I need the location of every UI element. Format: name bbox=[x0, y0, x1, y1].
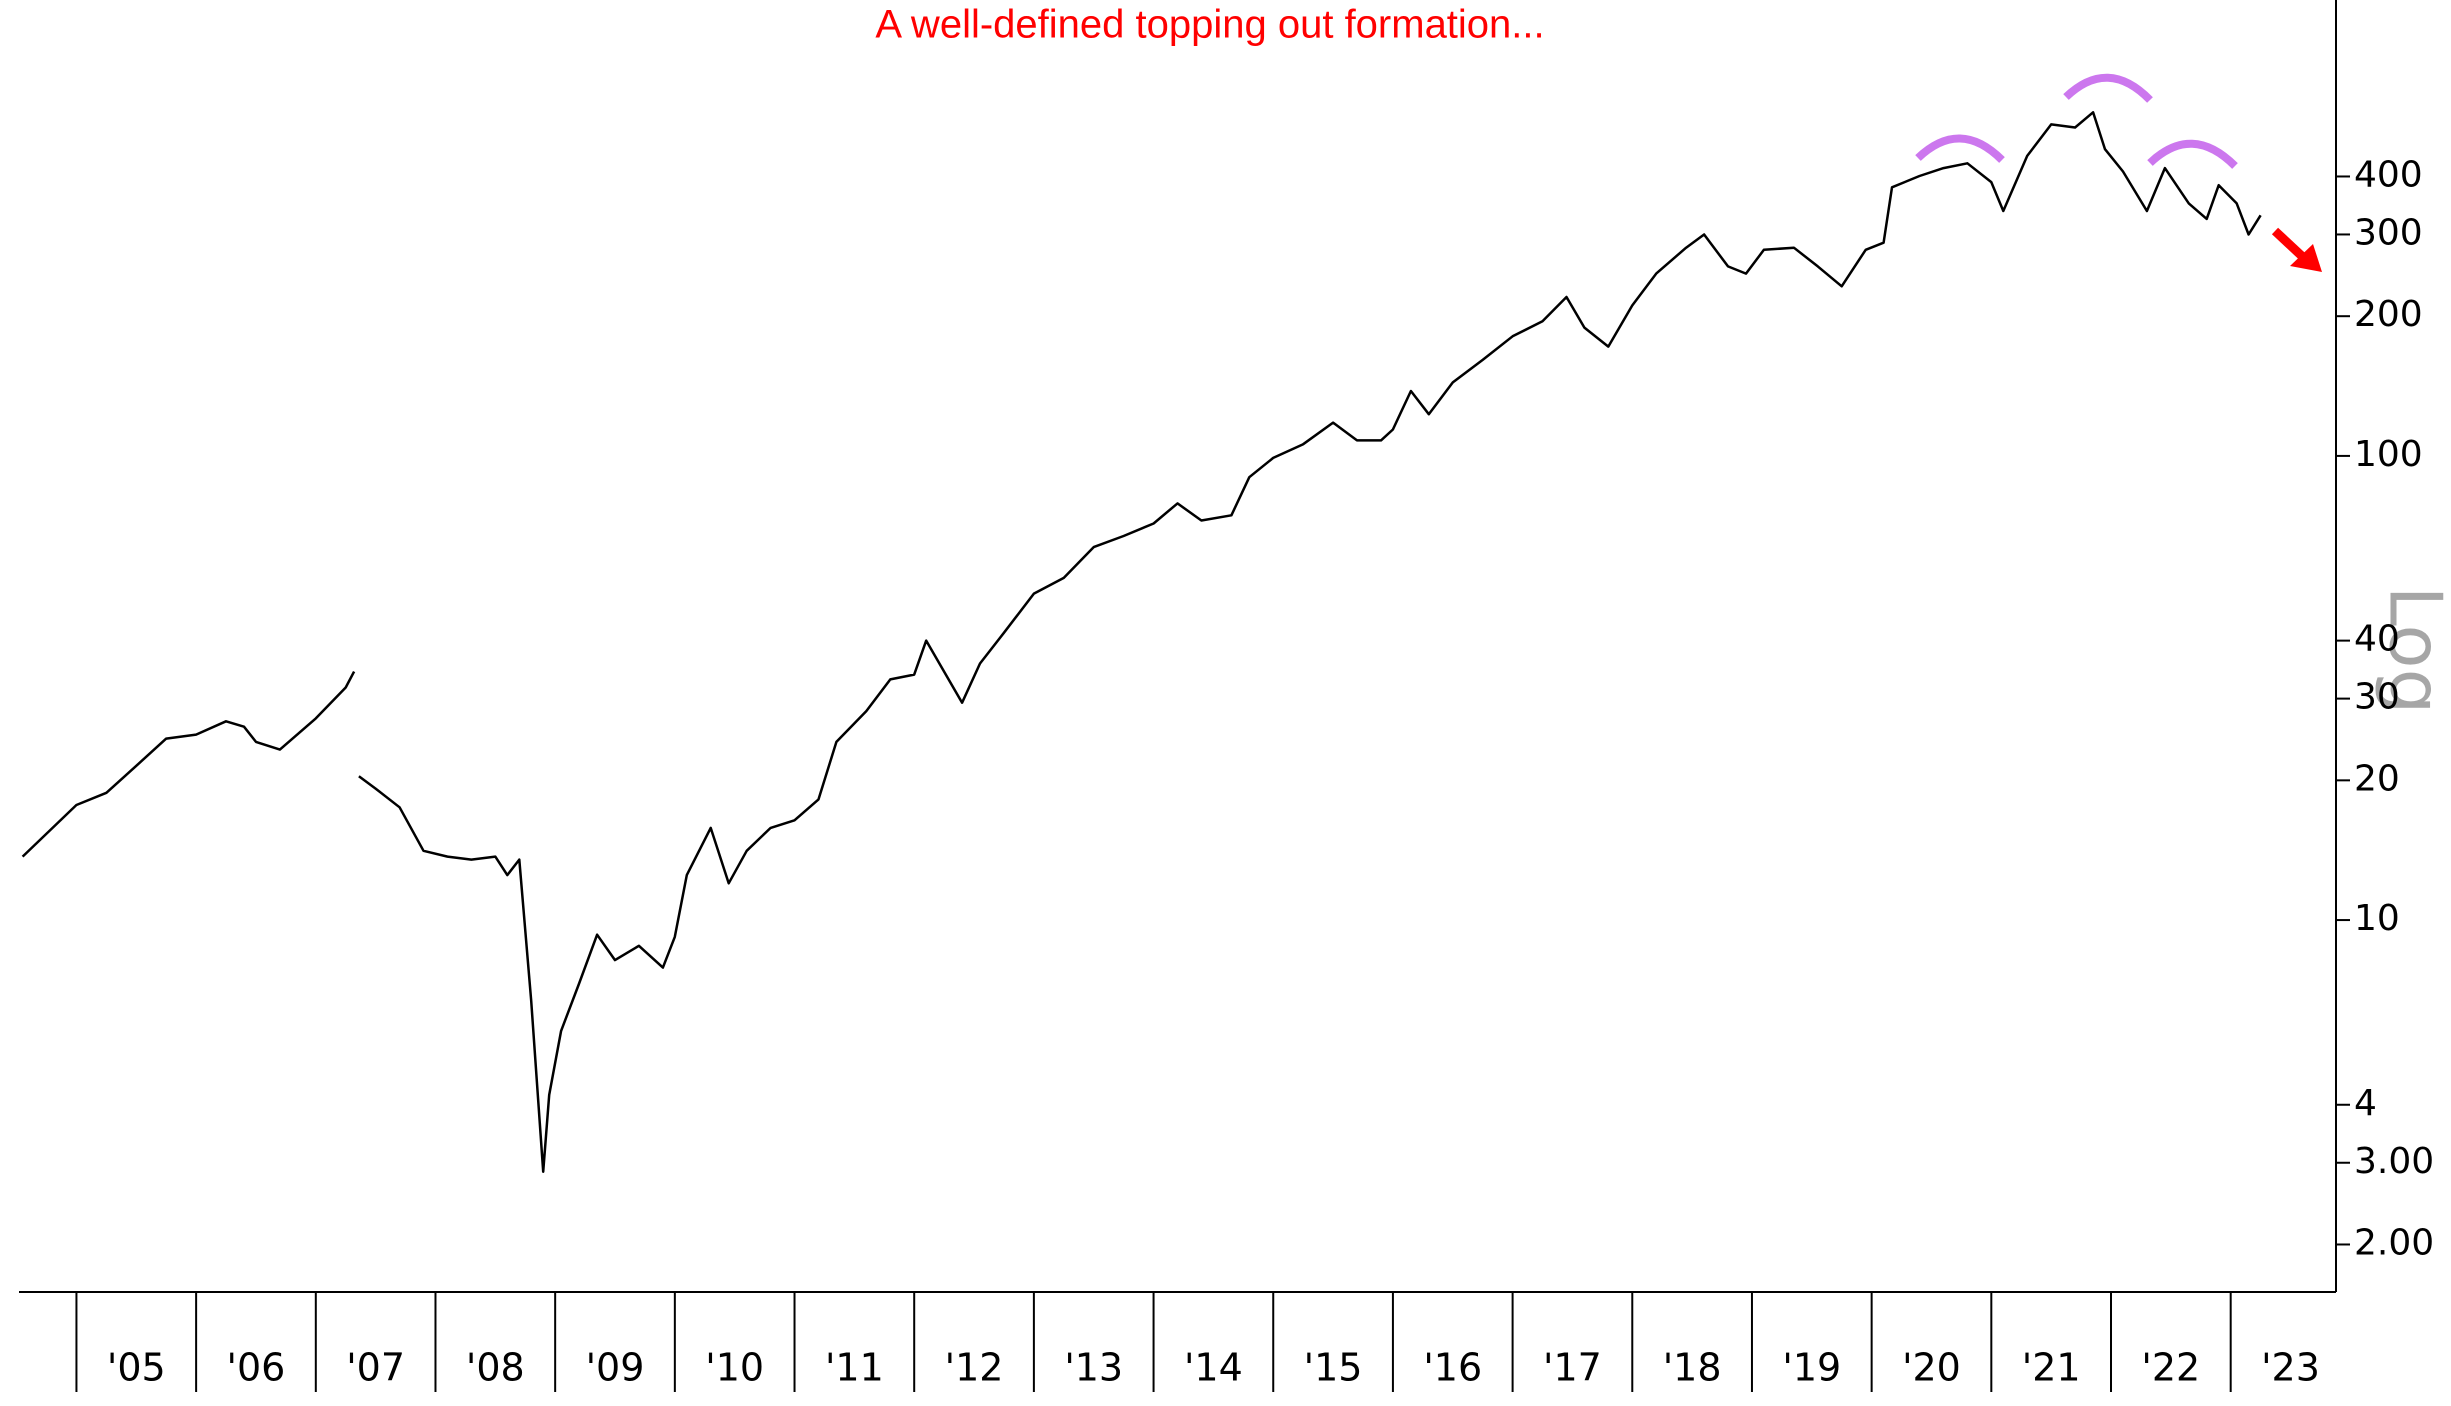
y-axis-label: Log bbox=[2373, 586, 2451, 715]
price-line bbox=[21, 111, 2262, 1173]
y-tick-label: 100 bbox=[2354, 434, 2423, 475]
x-tick-label: '15 bbox=[1304, 1346, 1363, 1390]
y-tick-label: 4 bbox=[2354, 1083, 2377, 1124]
arrow-annotation bbox=[2271, 227, 2309, 263]
x-tick-label: '09 bbox=[586, 1346, 645, 1390]
x-tick-label: '18 bbox=[1663, 1346, 1722, 1390]
y-tick-label: 400 bbox=[2354, 154, 2423, 195]
arc-annotation bbox=[2147, 139, 2238, 169]
x-tick-label: '20 bbox=[1902, 1346, 1961, 1390]
x-tick-label: '16 bbox=[1423, 1346, 1482, 1390]
y-tick-label: 40 bbox=[2354, 619, 2400, 660]
y-tick-label: 30 bbox=[2354, 677, 2400, 718]
x-tick-label: '08 bbox=[466, 1346, 525, 1390]
x-tick-label: '22 bbox=[2141, 1346, 2200, 1390]
x-tick-label: '23 bbox=[2261, 1346, 2320, 1390]
arc-annotation bbox=[2063, 73, 2153, 103]
arrow-annotation bbox=[2290, 244, 2322, 272]
y-tick-label: 3.00 bbox=[2354, 1141, 2434, 1182]
y-tick-label: 300 bbox=[2354, 212, 2423, 253]
y-tick-label: 20 bbox=[2354, 758, 2400, 799]
y-tick-label: 200 bbox=[2354, 294, 2423, 335]
y-tick-label: 2.00 bbox=[2354, 1222, 2434, 1263]
x-tick-label: '19 bbox=[1782, 1346, 1841, 1390]
y-tick-label: 10 bbox=[2354, 898, 2400, 939]
arc-annotation bbox=[1915, 134, 2005, 163]
x-tick-label: '05 bbox=[107, 1346, 166, 1390]
x-tick-label: '12 bbox=[945, 1346, 1004, 1390]
x-tick-label: '11 bbox=[825, 1346, 884, 1390]
x-tick-label: '13 bbox=[1064, 1346, 1123, 1390]
x-tick-label: '10 bbox=[705, 1346, 764, 1390]
x-tick-label: '17 bbox=[1543, 1346, 1602, 1390]
x-tick-label: '21 bbox=[2022, 1346, 2081, 1390]
x-tick-label: '06 bbox=[227, 1346, 286, 1390]
chart-title: A well-defined topping out formation... bbox=[875, 3, 1544, 47]
x-tick-label: '07 bbox=[346, 1346, 405, 1390]
x-tick-label: '14 bbox=[1184, 1346, 1243, 1390]
